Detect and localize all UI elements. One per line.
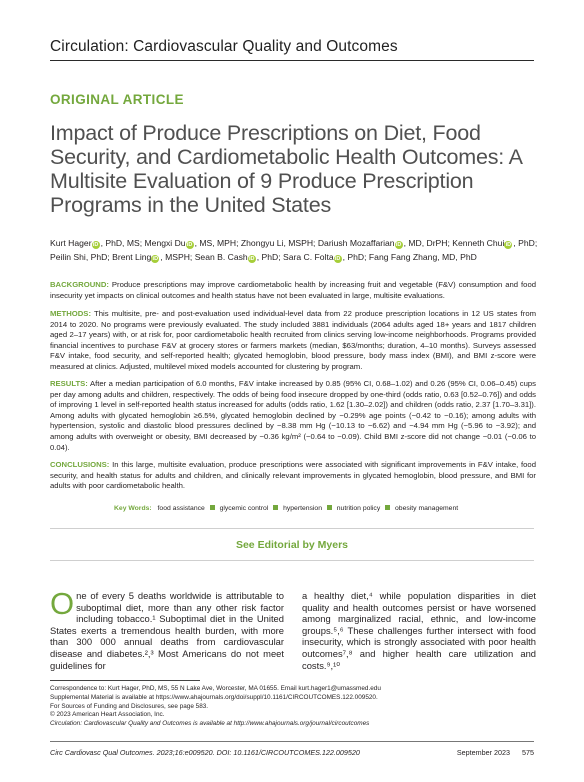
author-degrees: , PhD; xyxy=(85,252,110,262)
footer-meta: September 2023 575 xyxy=(447,748,534,757)
keywords-label: Key Words: xyxy=(114,505,152,512)
bullet-icon xyxy=(385,505,391,510)
footnote-copyright: © 2023 American Heart Association, Inc. xyxy=(50,711,165,719)
abstract-conclusions-text: In this large, multisite evaluation, pro… xyxy=(50,460,536,491)
footnotes: Correspondence to: Kurt Hager, PhD, MS, … xyxy=(50,685,536,729)
keyword-item[interactable]: food assistance xyxy=(157,505,205,512)
author-degrees: , PhD; xyxy=(256,252,281,262)
abstract-conclusions-label: CONCLUSIONS: xyxy=(50,460,110,469)
author-name: Dariush Mozaffarian xyxy=(317,238,395,248)
author-list: Kurt HageriD, PhD, MS; Mengxi DuiD, MS, … xyxy=(50,236,540,264)
bullet-icon xyxy=(326,505,332,510)
footnote-journal-url[interactable]: Circulation: Cardiovascular Quality and … xyxy=(50,720,370,728)
abstract-conclusions: CONCLUSIONS: In this large, multisite ev… xyxy=(50,460,536,492)
author-name: Kenneth Chui xyxy=(452,238,505,248)
abstract-methods: METHODS: This multisite, pre- and post-e… xyxy=(50,309,536,373)
author[interactable]: Mengxi DuiD, MS, MPH; xyxy=(144,238,239,249)
footnote-supplemental[interactable]: Supplemental Material is available at ht… xyxy=(50,693,378,701)
orcid-icon[interactable]: iD xyxy=(504,241,513,249)
author-degrees: , PhD, MS; xyxy=(100,238,143,248)
author-degrees: , MSPH; xyxy=(283,238,316,248)
keywords: Key Words: food assistance glycemic cont… xyxy=(114,505,458,512)
author-degrees: , MS, MPH; xyxy=(194,238,239,248)
orcid-icon[interactable]: iD xyxy=(333,255,342,263)
author-degrees: , MD, PhD xyxy=(437,252,477,262)
footnote-funding: For Sources of Funding and Disclosures, … xyxy=(50,702,209,710)
abstract-results: RESULTS: After a median participation of… xyxy=(50,379,536,453)
abstract-methods-label: METHODS: xyxy=(50,309,91,318)
keyword-item[interactable]: hypertension xyxy=(283,505,322,512)
header-divider xyxy=(50,60,534,61)
footnote-correspondence: Correspondence to: Kurt Hager, PhD, MS, … xyxy=(50,685,381,692)
footer-date: September 2023 xyxy=(456,748,510,757)
orcid-icon[interactable]: iD xyxy=(151,255,160,263)
footer-citation: Circ Cardiovasc Qual Outcomes. 2023;16:e… xyxy=(50,748,360,757)
author[interactable]: Sara C. FoltaiD, PhD; xyxy=(283,252,367,263)
body-column-right: a healthy diet,⁴ while population dispar… xyxy=(302,590,536,671)
author[interactable]: Dariush MozaffarianiD, MD, DrPH; xyxy=(317,238,450,249)
author-name: Sean B. Cash xyxy=(194,252,248,262)
drop-cap: O xyxy=(50,586,75,621)
author-degrees: , PhD; xyxy=(513,238,538,248)
author-name: Fang Fang Zhang xyxy=(368,252,438,262)
orcid-icon[interactable]: iD xyxy=(247,255,256,263)
keyword-item[interactable]: nutrition policy xyxy=(336,505,381,512)
bullet-icon xyxy=(209,505,215,510)
page-number: 575 xyxy=(522,748,534,757)
author-name: Kurt Hager xyxy=(50,238,92,248)
author-name: Peilin Shi xyxy=(50,252,86,262)
author[interactable]: Sean B. CashiD, PhD; xyxy=(194,252,281,263)
abstract-background-text: Produce prescriptions may improve cardio… xyxy=(50,280,536,300)
editorial-divider-top xyxy=(50,528,534,529)
bullet-icon xyxy=(273,505,279,510)
author[interactable]: Kurt HageriD, PhD, MS; xyxy=(50,238,143,249)
article-type: ORIGINAL ARTICLE xyxy=(50,92,184,107)
author[interactable]: Zhongyu Li, MSPH; xyxy=(241,238,316,248)
orcid-icon[interactable]: iD xyxy=(185,241,194,249)
footer-divider xyxy=(50,741,534,742)
body-text-right: a healthy diet,⁴ while population dispar… xyxy=(302,590,536,671)
abstract-background-label: BACKGROUND: xyxy=(50,280,109,289)
author-name: Mengxi Du xyxy=(144,238,186,248)
article-title: Impact of Produce Prescriptions on Diet,… xyxy=(50,121,522,217)
abstract-results-text: After a median participation of 6.0 mont… xyxy=(50,379,536,452)
footnote-divider xyxy=(50,680,200,681)
journal-name: Circulation: Cardiovascular Quality and … xyxy=(50,38,398,55)
keyword-item[interactable]: obesity management xyxy=(395,505,459,512)
author[interactable]: Brent LingiD, MSPH; xyxy=(112,252,193,263)
author[interactable]: Fang Fang Zhang, MD, PhD xyxy=(369,252,477,262)
author-degrees: , MD, DrPH; xyxy=(403,238,450,248)
abstract-background: BACKGROUND: Produce prescriptions may im… xyxy=(50,280,536,301)
orcid-icon[interactable]: iD xyxy=(91,241,100,249)
editorial-link[interactable]: See Editorial by Myers xyxy=(235,539,349,551)
author-name: Sara C. Folta xyxy=(283,252,334,262)
author-degrees: , MSPH; xyxy=(160,252,193,262)
author-name: Brent Ling xyxy=(112,252,152,262)
abstract-methods-text: This multisite, pre- and post-evaluation… xyxy=(50,309,537,371)
author-name: Zhongyu Li xyxy=(240,238,284,248)
abstract-results-label: RESULTS: xyxy=(50,379,88,388)
editorial-divider-bottom xyxy=(50,560,534,561)
author[interactable]: Peilin Shi, PhD; xyxy=(50,252,110,262)
keyword-item[interactable]: glycemic control xyxy=(219,505,269,512)
orcid-icon[interactable]: iD xyxy=(394,241,403,249)
author[interactable]: Kenneth ChuiiD, PhD; xyxy=(452,238,538,249)
author-degrees: , PhD; xyxy=(342,252,367,262)
body-text-left: ne of every 5 deaths worldwide is attrib… xyxy=(50,590,284,671)
